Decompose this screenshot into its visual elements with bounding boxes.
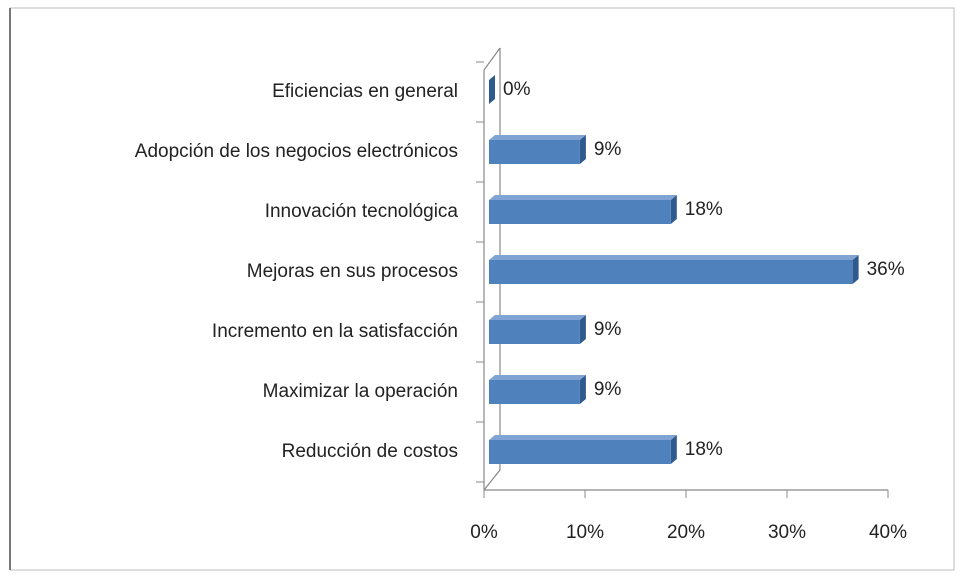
y-tick-label: Mejoras en sus procesos	[247, 261, 458, 282]
x-tick-label: 40%	[869, 522, 907, 543]
x-tick-label: 30%	[768, 522, 806, 543]
y-tick-label: Adopción de los negocios electrónicos	[135, 141, 458, 162]
data-label: 36%	[867, 259, 905, 280]
bar	[489, 195, 677, 224]
data-label: 9%	[594, 319, 622, 340]
data-label: 0%	[503, 79, 531, 100]
y-tick-label: Eficiencias en general	[272, 81, 458, 102]
y-tick-label: Reducción de costos	[282, 441, 458, 462]
x-tick-label: 0%	[470, 522, 498, 543]
bar	[489, 135, 586, 164]
x-tick-label: 20%	[667, 522, 705, 543]
y-tick-label: Incremento en la satisfacción	[212, 321, 458, 342]
x-tick-label: 10%	[566, 522, 604, 543]
bar	[489, 75, 495, 104]
data-label: 9%	[594, 379, 622, 400]
chart-frame	[10, 8, 954, 570]
bar	[489, 375, 586, 404]
y-tick-label: Maximizar la operación	[263, 381, 458, 402]
bar	[489, 435, 677, 464]
data-label: 18%	[685, 199, 723, 220]
data-label: 18%	[685, 439, 723, 460]
bar	[489, 315, 586, 344]
data-label: 9%	[594, 139, 622, 160]
y-tick-label: Innovación tecnológica	[265, 201, 459, 222]
bar	[489, 255, 859, 284]
